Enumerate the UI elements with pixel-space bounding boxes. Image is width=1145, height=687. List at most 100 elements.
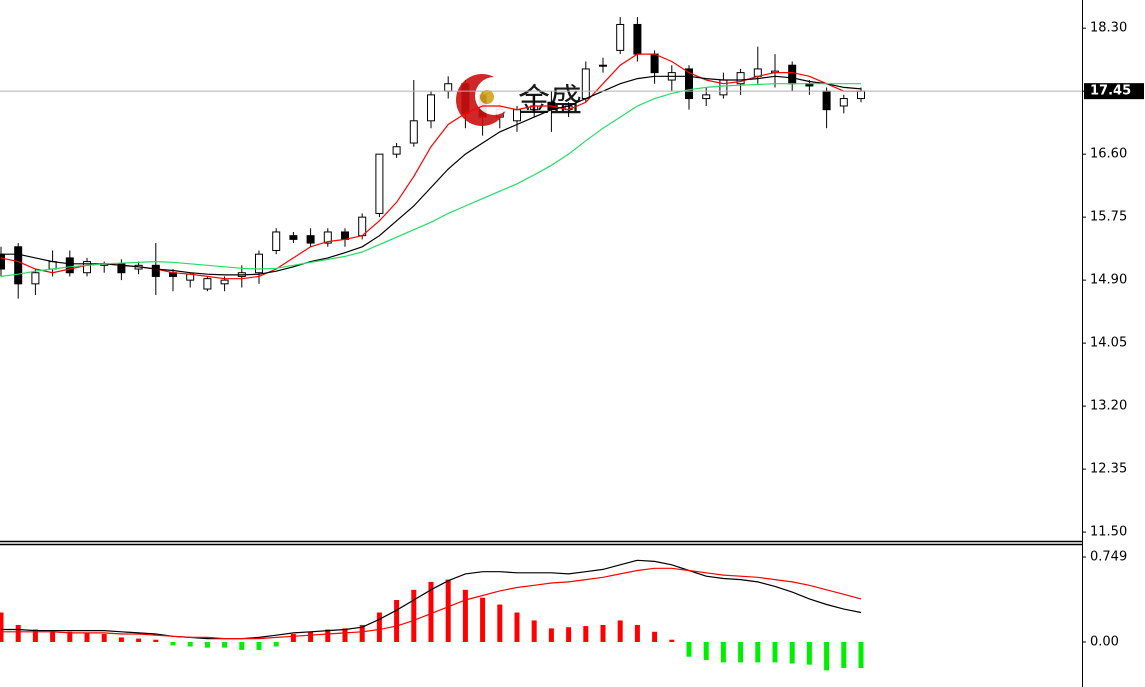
candle-body <box>289 235 298 240</box>
histogram-bar <box>789 641 795 664</box>
histogram-bar <box>652 631 658 642</box>
histogram-bar <box>256 641 262 650</box>
histogram-bar <box>755 641 761 663</box>
candle-body <box>65 257 74 274</box>
histogram-bar <box>308 631 314 642</box>
histogram-bar <box>772 641 778 663</box>
candle-body <box>203 278 212 290</box>
candle-body <box>581 68 590 100</box>
candle-body <box>822 90 831 111</box>
histogram-bar <box>566 627 572 642</box>
y-tick-label: 0.749 <box>1090 550 1127 565</box>
histogram-bar <box>858 641 864 669</box>
candle-body <box>616 23 625 51</box>
y-tick-label: 15.75 <box>1090 210 1127 225</box>
y-tick-label: 16.60 <box>1090 147 1127 162</box>
candle-body <box>272 231 281 251</box>
histogram-bar <box>118 637 124 642</box>
histogram-bar <box>170 641 176 646</box>
price-label: 17.45 <box>1090 84 1131 99</box>
candle-body <box>306 235 315 244</box>
histogram-bar <box>153 639 159 642</box>
histogram-bar <box>290 634 296 642</box>
histogram-bar <box>342 628 348 642</box>
candle-body <box>31 272 40 285</box>
candle-body <box>151 264 160 277</box>
candle-body <box>427 94 435 122</box>
candle-body <box>702 94 711 100</box>
y-tick-label: 11.50 <box>1090 525 1127 540</box>
histogram-bar <box>136 638 142 642</box>
candle-body <box>375 153 384 214</box>
histogram-bar <box>376 612 382 642</box>
watermark: 金盛 <box>518 81 582 119</box>
candle-body <box>839 98 848 107</box>
histogram-bar <box>187 641 193 647</box>
histogram-bar <box>824 641 830 671</box>
histogram-bar <box>531 620 537 642</box>
histogram-bar <box>411 589 417 642</box>
histogram-bar <box>204 641 210 648</box>
histogram-bar <box>583 626 589 642</box>
histogram-bar <box>617 620 623 642</box>
macd-line <box>1 567 862 640</box>
macd-line <box>1 559 862 640</box>
candle-body <box>14 246 23 285</box>
y-tick-label: 13.20 <box>1090 399 1127 414</box>
histogram-bar <box>703 641 709 661</box>
histogram-bar <box>806 641 812 665</box>
histogram-bar <box>514 612 520 642</box>
candle-body <box>857 90 865 100</box>
histogram-bar <box>738 641 744 663</box>
histogram-bar <box>84 632 90 642</box>
histogram-bar <box>222 641 228 648</box>
candle-body <box>788 64 797 85</box>
candle-body <box>650 53 659 74</box>
y-tick-label: 0.00 <box>1090 634 1119 649</box>
candle-body <box>633 23 642 55</box>
candle-body <box>48 261 57 270</box>
candle-body <box>323 231 332 244</box>
candle-body <box>392 146 401 155</box>
histogram-bar <box>720 641 726 663</box>
histogram-bar <box>394 600 400 642</box>
histogram-bar <box>669 639 675 642</box>
histogram-bar <box>428 581 434 642</box>
candle-body <box>685 68 693 100</box>
histogram-bar <box>67 631 73 642</box>
histogram-bar <box>480 597 486 642</box>
histogram-bar <box>15 624 21 642</box>
histogram-bar <box>325 629 331 642</box>
moving-average <box>0 83 861 277</box>
histogram-bar <box>841 641 847 669</box>
candle-body <box>719 79 728 96</box>
moving-average <box>1 75 862 276</box>
y-tick-label: 12.35 <box>1090 462 1127 477</box>
candle-body <box>83 261 91 274</box>
price-label-box <box>1084 83 1144 100</box>
logo-coin <box>480 90 494 104</box>
candle-body <box>117 263 126 274</box>
histogram-bar <box>548 628 554 642</box>
histogram-bar <box>101 634 107 642</box>
histogram-bar <box>239 641 245 650</box>
histogram-bar <box>634 624 640 642</box>
candle-body <box>444 83 453 92</box>
histogram-bar <box>462 589 468 642</box>
histogram-bar <box>600 624 606 642</box>
histogram-bar <box>32 629 38 642</box>
histogram-bar <box>359 624 365 642</box>
candle-body <box>220 279 229 285</box>
candles <box>0 17 865 299</box>
candle-body <box>736 72 745 85</box>
histogram-bar <box>445 579 451 642</box>
candle-body <box>409 120 418 144</box>
y-tick-label: 14.90 <box>1090 273 1127 288</box>
histogram-bar <box>273 641 279 647</box>
candle-body <box>0 253 5 270</box>
histogram-bar <box>686 641 692 657</box>
histogram-bar <box>0 612 4 642</box>
candle-body <box>599 64 607 67</box>
candle-body <box>255 253 263 274</box>
